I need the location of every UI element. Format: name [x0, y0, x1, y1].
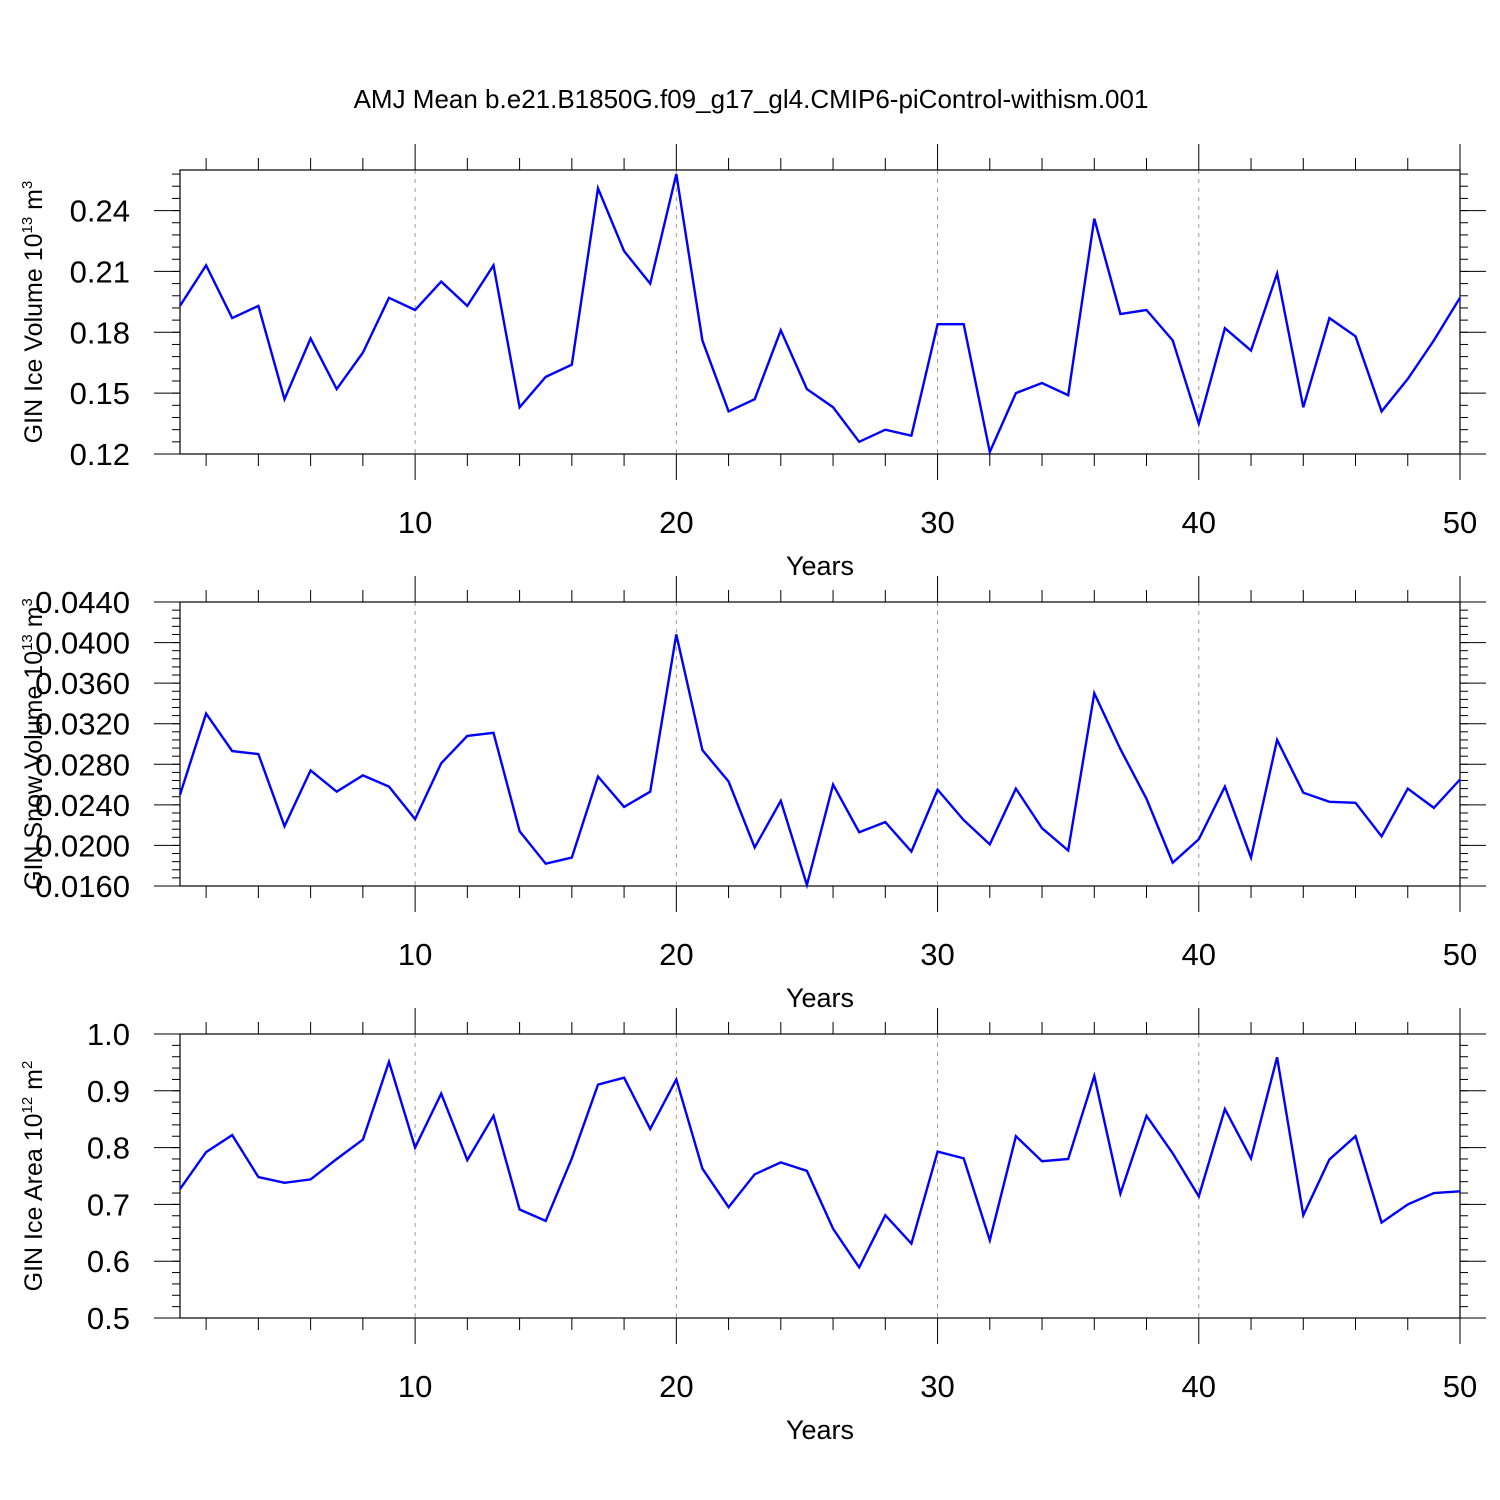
y-tick-label: 0.12: [70, 437, 130, 472]
y-tick-label: 0.5: [87, 1301, 130, 1336]
x-tick-label: 10: [398, 505, 432, 540]
y-tick-label: 0.0360: [35, 666, 130, 701]
y-tick-label: 0.0280: [35, 747, 130, 782]
x-tick-label: 30: [920, 937, 954, 972]
x-tick-label: 30: [920, 1369, 954, 1404]
panel-2: 10 20 30 40 50 0.0160 0.0200 0.0240 0.0280 0.0320…: [19, 576, 1486, 1013]
series-line: [179, 1057, 1461, 1270]
x-tick-label: 40: [1182, 1369, 1216, 1404]
y-tick-label: 0.0400: [35, 626, 130, 661]
y-tick-label: 0.8: [87, 1131, 130, 1166]
y-tick-label: 0.0160: [35, 869, 130, 904]
y-axis-label-superscript: 3: [19, 598, 36, 606]
y-axis-label-superscript: 12: [19, 1097, 36, 1114]
y-tick-label: 0.0320: [35, 707, 130, 742]
x-tick-label: 30: [920, 505, 954, 540]
y-axis-label-text: m: [20, 1069, 48, 1097]
x-tick-label: 20: [659, 1369, 693, 1404]
y-axis-label-text: GIN Snow Volume 10: [20, 651, 48, 890]
x-tick-label: 20: [659, 505, 693, 540]
y-tick-label: 0.0240: [35, 788, 130, 823]
y-axis-label-superscript: 13: [19, 217, 36, 234]
x-axis-label: Years: [786, 551, 854, 581]
x-tick-label: 40: [1182, 937, 1216, 972]
x-tick-label: 50: [1443, 1369, 1477, 1404]
panel-1: 10 20 30 40 50 0.12 0.15 0.18 0.21 0.24 Years GIN I…: [19, 144, 1486, 581]
y-tick-label: 0.9: [87, 1074, 130, 1109]
x-axis-label: Years: [786, 1415, 854, 1445]
x-tick-label: 10: [398, 1369, 432, 1404]
y-axis-label-superscript: 2: [19, 1061, 36, 1069]
y-tick-label: 0.21: [70, 254, 130, 289]
y-tick-label: 0.0440: [35, 585, 130, 620]
y-axis-label-superscript: 3: [19, 181, 36, 189]
y-tick-label: 0.15: [70, 376, 130, 411]
plot-frame: [179, 169, 1461, 455]
x-tick-label: 10: [398, 937, 432, 972]
y-tick-label: 0.24: [70, 194, 130, 229]
y-axis-label-superscript: 13: [19, 634, 36, 651]
x-axis-label: Years: [786, 983, 854, 1013]
y-axis-label: GIN Ice Area 1012 m2: [19, 1061, 48, 1292]
figure-title: AMJ Mean b.e21.B1850G.f09_g17_gl4.CMIP6-…: [354, 84, 1149, 114]
y-tick-label: 0.7: [87, 1187, 130, 1222]
y-tick-label: 0.18: [70, 315, 130, 350]
y-axis-label-text: m: [20, 189, 48, 217]
plot-frame: [179, 1033, 1461, 1319]
x-tick-label: 40: [1182, 505, 1216, 540]
x-tick-label: 50: [1443, 505, 1477, 540]
y-tick-label: 0.6: [87, 1244, 130, 1279]
y-axis-label-text: GIN Ice Area 10: [20, 1113, 48, 1291]
y-axis-label: GIN Ice Volume 1013 m3: [19, 181, 48, 444]
y-axis-label-text: GIN Ice Volume 10: [20, 233, 48, 443]
y-tick-label: 0.0200: [35, 828, 130, 863]
x-tick-label: 50: [1443, 937, 1477, 972]
y-axis-label: GIN Snow Volume 1013 m3: [19, 598, 48, 890]
x-tick-label: 20: [659, 937, 693, 972]
series-line: [178, 634, 1461, 890]
series-line: [178, 173, 1462, 456]
y-axis-label-text: m: [20, 606, 48, 634]
y-tick-label: 1.0: [87, 1017, 130, 1052]
plot-frame: [179, 601, 1461, 887]
panel-3: 10 20 30 40 50 0.5 0.6 0.7 0.8 0.9 1.0 Years GIN Ice…: [19, 1008, 1486, 1445]
